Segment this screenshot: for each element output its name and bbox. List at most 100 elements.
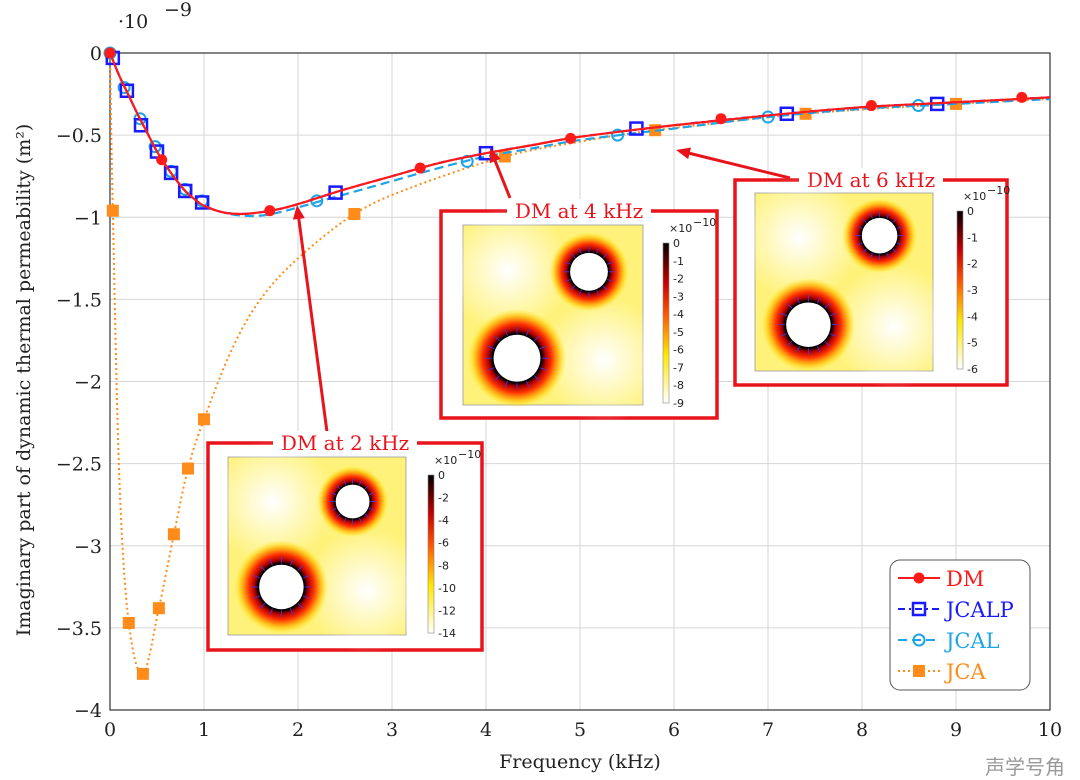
colorbar-tick-label: -5 (673, 326, 684, 339)
x-tick-label: 4 (480, 719, 492, 741)
legend-entry-dm: DM (898, 567, 984, 591)
pore-hole (786, 302, 831, 347)
flux-arrow (607, 279, 613, 282)
flux-arrow (359, 517, 362, 523)
colorbar-tick-label: -7 (673, 361, 684, 374)
flux-arrow (539, 345, 547, 350)
y-scale-label: ·10 (118, 11, 148, 33)
data-point (117, 80, 131, 94)
x-tick-label: 0 (104, 719, 116, 741)
pore-hole (335, 484, 370, 519)
heatmap-glow (445, 207, 571, 333)
flux-arrow (534, 375, 540, 381)
y-scale-exponent: −9 (164, 0, 192, 21)
flux-arrow (892, 218, 897, 223)
arrowhead-icon (489, 148, 501, 164)
colorbar-tick-label: -4 (438, 514, 449, 527)
annotation-arrow (296, 214, 329, 433)
x-tick-label: 7 (762, 719, 774, 741)
heatmap (210, 439, 430, 653)
flux-arrow (289, 559, 294, 566)
colorbar-scale-exp: −10 (987, 184, 1010, 197)
flux-arrow (253, 575, 260, 579)
heatmap-glow (304, 528, 430, 653)
colorbar-tick-label: 0 (438, 469, 445, 482)
flux-arrow (269, 559, 273, 566)
colorbar (427, 474, 435, 634)
x-tick-label: 9 (950, 719, 962, 741)
flux-arrow (816, 346, 821, 353)
flux-arrow (368, 492, 374, 496)
flux-arrow (534, 335, 540, 342)
x-tick-label: 1 (198, 719, 210, 741)
flux-arrow (786, 340, 793, 347)
x-tick-label: 10 (1038, 719, 1062, 741)
flux-arrow (892, 248, 897, 253)
x-tick-label: 8 (856, 719, 868, 741)
flux-arrow (494, 335, 500, 342)
colorbar (662, 242, 670, 404)
data-point (152, 602, 165, 615)
colorbar-scale: ×10 (434, 454, 457, 467)
flux-arrow (343, 480, 347, 486)
flux-arrow (526, 380, 530, 388)
axes: 0 1 2 3 4 5 6 7 8 9 10 0 −0.5 −1 −1.5 −2 −2.5 −3 −3.5 −4 Fre… (13, 0, 1062, 773)
heatmap-glow (831, 264, 957, 389)
series-layer (103, 46, 1051, 680)
flux-arrow (494, 375, 500, 381)
legend-entry-jcalp: JCALP (898, 598, 1014, 622)
annotation-arrow (685, 150, 791, 180)
legend-box (889, 559, 1031, 691)
flux-arrow (896, 242, 902, 246)
y-tick-label: −2 (74, 372, 102, 394)
colorbar-tick-label: 0 (967, 205, 974, 218)
flux-arrow (565, 279, 571, 282)
legend-label: DM (946, 567, 984, 591)
legend-label: JCAL (944, 629, 1000, 653)
flux-arrow (253, 595, 260, 599)
data-point (106, 204, 119, 217)
flux-arrow (504, 328, 508, 336)
data-point (414, 162, 426, 174)
heatmap (445, 207, 667, 423)
flux-arrow (259, 565, 266, 571)
y-tick-label: −1 (74, 207, 102, 229)
flux-arrow (302, 575, 310, 579)
flux-arrow (896, 226, 902, 229)
flux-arrow (886, 213, 890, 219)
heatmap-glow (210, 439, 335, 564)
flux-arrow (539, 367, 547, 371)
watermark: 声学号角 (985, 755, 1065, 779)
flux-arrow (368, 507, 374, 511)
flux-arrow (796, 346, 800, 353)
colorbar-tick-label: -9 (673, 397, 684, 410)
flux-arrow (886, 252, 890, 259)
data-point (119, 83, 135, 99)
flux-arrow (824, 303, 830, 309)
flux-arrow (302, 595, 310, 599)
flux-arrow (526, 328, 530, 336)
flux-arrow (336, 485, 341, 490)
flux-arrow (336, 513, 341, 518)
y-tick-label: −1.5 (56, 289, 102, 311)
flux-arrow (487, 345, 495, 350)
colorbar-scale: ×10 (669, 222, 692, 235)
y-tick-label: −4 (74, 700, 102, 722)
flux-arrow (289, 608, 294, 615)
x-axis-label: Frequency (kHz) (499, 751, 661, 773)
legend-marker-icon (913, 665, 925, 677)
flux-arrow (857, 242, 863, 246)
colorbar-tick-label: -5 (967, 337, 978, 350)
colorbar-tick-label: -6 (967, 363, 978, 376)
flux-arrow (596, 289, 600, 296)
data-point (194, 195, 210, 210)
colorbar-tick-label: -3 (967, 284, 978, 297)
data-point (182, 462, 195, 475)
colorbar-tick-label: -4 (673, 308, 684, 321)
arrowhead-icon (676, 147, 692, 160)
colorbar-tick-label: -2 (967, 258, 978, 271)
data-point (911, 99, 925, 113)
legend-entry-jca: JCA (898, 660, 986, 684)
inset-dm-2khz: DM at 2 kHz×10 −100-2-4-6-8-10-12-14 (206, 205, 484, 653)
x-tick-label: 3 (386, 719, 398, 741)
